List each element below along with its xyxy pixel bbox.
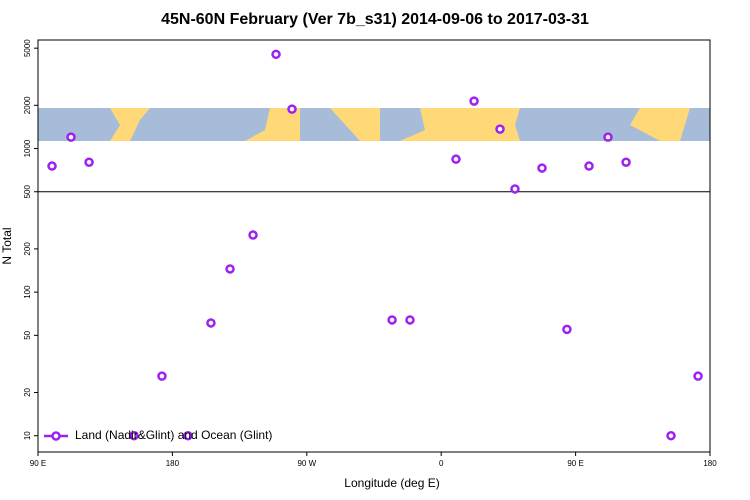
point [584,161,594,171]
x-tick-label: 90 E [567,459,583,468]
point [129,430,139,441]
point [84,157,94,167]
point [47,161,57,171]
map-band [38,108,710,141]
point [248,230,258,240]
chart-title: 45N-60N February (Ver 7b_s31) 2014-09-06… [161,11,589,28]
point [562,324,572,335]
x-tick-label: 180 [166,459,180,468]
y-tick-label: 500 [23,185,32,199]
point [405,315,415,325]
point [206,318,216,328]
point [666,430,676,441]
y-tick-label: 20 [23,387,32,396]
point [387,315,397,325]
x-tick-label: 90 W [297,459,316,468]
point [537,163,547,173]
y-axis-label: N Total [0,227,14,264]
point [157,371,167,381]
point [693,371,703,381]
point [621,157,631,167]
x-tick-label: 90 E [30,459,46,468]
x-tick-label: 180 [703,459,717,468]
x-tick-label: 0 [439,459,444,468]
point [451,154,461,164]
plot-frame [37,39,711,453]
y-tick-label: 5000 [23,39,32,57]
point [183,430,193,441]
y-tick-label: 100 [23,285,32,299]
legend-label: Land (Nadir&Glint) and Ocean (Glint) [75,428,272,442]
point [66,132,76,142]
y-tick-label: 2000 [23,96,32,114]
x-axis-label: Longitude (deg E) [344,476,439,490]
y-tick-label: 200 [23,242,32,256]
point [225,264,235,274]
point [603,132,613,142]
point [469,96,479,106]
y-tick-label: 10 [23,431,32,440]
y-tick-label: 50 [23,330,32,339]
point [495,124,505,134]
point [287,104,297,114]
point [510,184,520,194]
legend-marker [51,431,61,441]
point [271,49,281,60]
y-tick-label: 1000 [23,139,32,157]
